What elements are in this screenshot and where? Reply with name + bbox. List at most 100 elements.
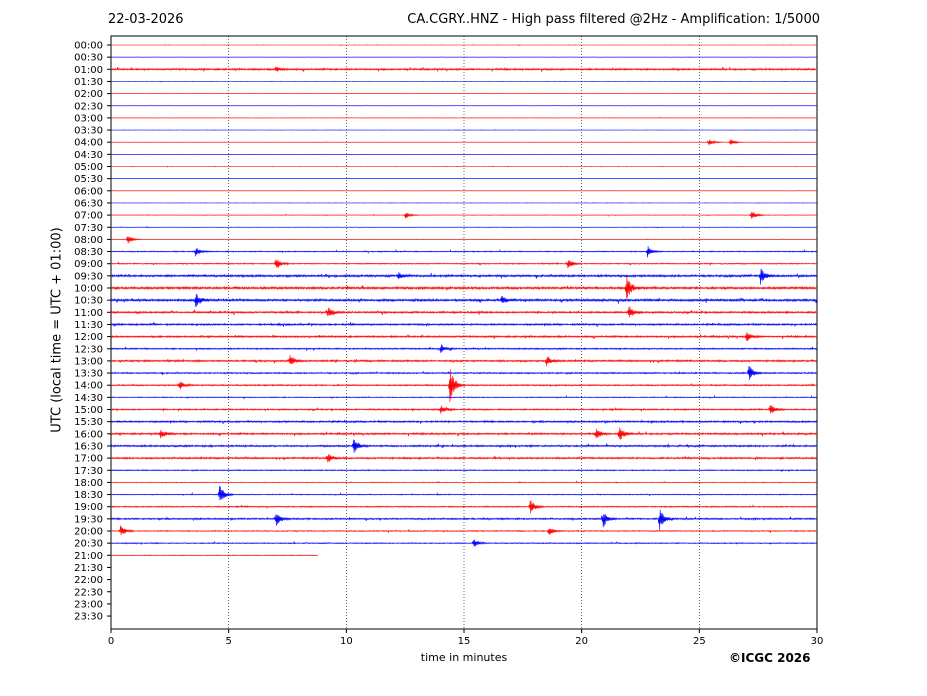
x-tick-label: 0 — [108, 636, 114, 647]
y-tick-label: 12:30 — [74, 344, 103, 355]
trace-1330 — [110, 365, 818, 380]
trace-1430 — [110, 394, 818, 400]
y-tick-label: 00:30 — [74, 53, 103, 64]
trace-0900 — [110, 259, 818, 269]
y-tick-label: 18:30 — [74, 490, 103, 501]
y-tick-label: 22:00 — [74, 575, 103, 586]
y-tick-label: 10:30 — [74, 296, 103, 307]
y-tick-label: 17:00 — [74, 454, 103, 465]
trace-1300 — [110, 354, 818, 367]
y-tick-label: 23:00 — [74, 599, 103, 610]
x-tick-label: 10 — [340, 636, 353, 647]
header-date: 22-03-2026 — [108, 12, 184, 27]
y-tick-label: 03:00 — [74, 113, 103, 124]
y-tick-label: 23:30 — [74, 612, 103, 623]
trace-0200 — [110, 92, 818, 95]
chart-title: CA.CGRY..HNZ - High pass filtered @2Hz -… — [407, 12, 820, 27]
y-tick-label: 12:00 — [74, 332, 103, 343]
trace-1200 — [110, 332, 818, 341]
y-tick-label: 03:30 — [74, 126, 103, 137]
trace-0830 — [110, 246, 818, 258]
y-tick-label: 21:30 — [74, 563, 103, 574]
y-tick-label: 05:30 — [74, 174, 103, 185]
trace-0400 — [110, 139, 818, 146]
y-tick-label: 09:30 — [74, 271, 103, 282]
trace-1730 — [110, 468, 818, 473]
y-tick-label: 22:30 — [74, 587, 103, 598]
trace-0800 — [110, 236, 818, 244]
y-tick-label: 11:30 — [74, 320, 103, 331]
trace-0230 — [110, 105, 818, 107]
trace-1230 — [110, 344, 818, 353]
y-tick-label: 21:00 — [74, 551, 103, 562]
trace-0500 — [110, 165, 818, 168]
y-tick-label: 13:00 — [74, 356, 103, 367]
trace-0600 — [110, 190, 818, 192]
y-tick-label: 06:30 — [74, 198, 103, 209]
x-tick-label: 20 — [575, 636, 588, 647]
trace-1600 — [110, 427, 818, 440]
y-tick-label: 02:00 — [74, 89, 103, 100]
trace-0030 — [110, 56, 818, 58]
trace-2030 — [110, 539, 818, 547]
y-tick-label: 18:00 — [74, 478, 103, 489]
trace-0000 — [110, 44, 818, 46]
trace-1830 — [110, 485, 818, 501]
y-tick-label: 20:30 — [74, 539, 103, 550]
trace-1530 — [110, 419, 818, 425]
y-tick-label: 19:30 — [74, 514, 103, 525]
y-tick-label: 14:00 — [74, 381, 103, 392]
trace-0100 — [110, 66, 818, 72]
trace-0330 — [110, 129, 818, 131]
y-axis-label: UTC (local time = UTC + 01:00) — [49, 227, 65, 433]
trace-1130 — [110, 322, 818, 327]
trace-0730 — [110, 225, 818, 229]
trace-0930 — [110, 268, 818, 285]
y-tick-label: 16:00 — [74, 429, 103, 440]
y-tick-label: 19:00 — [74, 502, 103, 513]
trace-0630 — [110, 202, 818, 204]
x-tick-label: 5 — [225, 636, 231, 647]
y-tick-label: 01:00 — [74, 65, 103, 76]
x-tick-label: 30 — [811, 636, 824, 647]
trace-1100 — [110, 306, 818, 318]
y-tick-label: 15:30 — [74, 417, 103, 428]
trace-1930 — [110, 509, 818, 531]
y-tick-label: 08:00 — [74, 235, 103, 246]
y-tick-label: 11:00 — [74, 308, 103, 319]
trace-0430 — [110, 153, 818, 156]
y-tick-label: 08:30 — [74, 247, 103, 258]
trace-2000 — [110, 525, 818, 536]
y-tick-label: 04:00 — [74, 138, 103, 149]
y-tick-label: 04:30 — [74, 150, 103, 161]
y-tick-label: 02:30 — [74, 101, 103, 112]
trace-0130 — [110, 80, 818, 83]
trace-1630 — [110, 439, 818, 453]
y-tick-label: 05:00 — [74, 162, 103, 173]
y-tick-label: 16:30 — [74, 441, 103, 452]
y-tick-label: 15:00 — [74, 405, 103, 416]
x-axis-label: time in minutes — [420, 651, 508, 664]
y-tick-label: 14:30 — [74, 393, 103, 404]
y-tick-label: 00:00 — [74, 41, 103, 52]
y-tick-label: 17:30 — [74, 466, 103, 477]
copyright-text: ©ICGC 2026 — [729, 651, 811, 665]
trace-1900 — [110, 500, 818, 514]
trace-1030 — [110, 293, 818, 307]
y-tick-label: 07:00 — [74, 211, 103, 222]
trace-1000 — [110, 276, 818, 299]
y-tick-label: 01:30 — [74, 77, 103, 88]
x-tick-label: 15 — [458, 636, 471, 647]
x-tick-label: 25 — [693, 636, 706, 647]
trace-1400 — [110, 369, 818, 403]
trace-1700 — [110, 453, 818, 463]
y-tick-label: 09:00 — [74, 259, 103, 270]
trace-0700 — [110, 211, 818, 219]
y-tick-label: 10:00 — [74, 284, 103, 295]
trace-1500 — [110, 405, 818, 414]
y-tick-label: 06:00 — [74, 186, 103, 197]
y-tick-label: 13:30 — [74, 369, 103, 380]
y-tick-label: 07:30 — [74, 223, 103, 234]
trace-1800 — [110, 480, 818, 484]
